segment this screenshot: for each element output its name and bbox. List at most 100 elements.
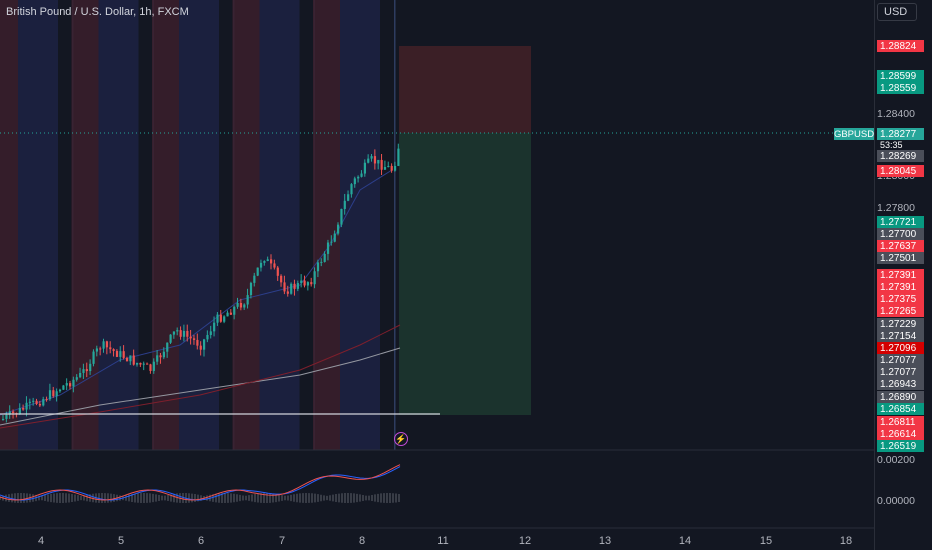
candle-body: [373, 156, 377, 164]
candle-body: [236, 302, 239, 307]
candle-body: [303, 280, 306, 286]
lightning-bolt-icon[interactable]: ⚡: [394, 432, 408, 446]
price-tag: 1.26854: [877, 403, 924, 415]
price-tag: 1.27391: [877, 269, 924, 281]
time-axis-label: 18: [839, 535, 853, 547]
candle-body: [35, 400, 38, 404]
candle-body: [62, 385, 65, 390]
candle-body: [266, 259, 269, 261]
candle-body: [340, 208, 343, 225]
candle-body: [102, 341, 105, 349]
price-tag: 1.27501: [877, 252, 924, 264]
candle-body: [52, 390, 55, 397]
time-axis-label: 7: [278, 535, 286, 547]
candle-body: [216, 314, 219, 323]
candle-body: [95, 348, 98, 352]
candle-body: [8, 411, 11, 415]
candle-body: [290, 283, 293, 294]
price-tag: 1.28277: [877, 128, 924, 140]
candle-body: [256, 267, 259, 276]
candle-body: [189, 336, 192, 339]
candle-body: [209, 331, 212, 335]
candle-body: [65, 383, 68, 386]
bar-countdown: 53:35: [880, 140, 903, 150]
candle-body: [75, 377, 78, 380]
candle-body: [99, 348, 102, 350]
price-tag: 1.26943: [877, 378, 924, 390]
symbol-price-tag: GBPUSD: [833, 128, 875, 140]
take-profit-zone[interactable]: [399, 133, 531, 415]
candle-body: [296, 283, 299, 289]
candle-body: [179, 330, 182, 337]
candle-body: [239, 302, 243, 308]
time-axis-label: 5: [117, 535, 125, 547]
session-band-red: [232, 0, 260, 450]
time-axis-label: 13: [598, 535, 612, 547]
candle-body: [286, 291, 289, 294]
price-tag: 1.27375: [877, 293, 924, 305]
candle-body: [337, 224, 340, 234]
time-axis-label: 8: [358, 535, 366, 547]
candle-body: [206, 334, 209, 340]
stop-loss-zone[interactable]: [399, 46, 531, 133]
ma-medium: [0, 324, 401, 429]
price-tag: 1.28824: [877, 40, 924, 52]
candle-body: [347, 194, 350, 201]
candle-body: [316, 262, 320, 272]
moving-averages: [0, 169, 401, 429]
macd-oscillator: [0, 464, 401, 503]
candle-body: [326, 242, 330, 254]
price-tag: 1.27077: [877, 354, 924, 366]
candle-body: [390, 165, 393, 171]
candle-body: [48, 390, 52, 400]
candle-body: [2, 418, 5, 420]
candle-body: [383, 167, 387, 170]
price-tag: 1.27721: [877, 216, 924, 228]
price-tag: 1.28045: [877, 165, 924, 177]
price-tag: 1.27637: [877, 240, 924, 252]
candle-body: [229, 312, 232, 315]
candle-body: [353, 178, 356, 185]
candle-body: [22, 407, 25, 410]
price-tag: 1.28559: [877, 82, 924, 94]
candle-body: [253, 275, 256, 283]
candle-body: [69, 383, 72, 387]
candle-body: [142, 363, 145, 365]
candle-body: [166, 342, 169, 352]
candle-body: [156, 355, 159, 362]
candle-body: [42, 399, 45, 406]
candle-body: [283, 282, 286, 292]
currency-button[interactable]: USD: [877, 3, 917, 21]
candle-body: [306, 282, 310, 286]
session-band-red: [71, 0, 99, 450]
session-background-bands: [0, 0, 396, 450]
session-band-blue: [98, 0, 139, 450]
candlestick-series[interactable]: [2, 143, 400, 423]
candle-body: [333, 233, 336, 242]
price-tag: 1.26811: [877, 416, 924, 428]
candle-body: [25, 402, 28, 410]
candle-body: [196, 339, 199, 346]
price-axis-separator: [874, 0, 875, 550]
candle-body: [387, 165, 390, 168]
price-tag: 1.27154: [877, 330, 924, 342]
time-axis-label: 14: [678, 535, 692, 547]
candle-body: [45, 399, 48, 401]
candle-body: [172, 331, 176, 335]
candle-body: [38, 403, 42, 406]
candle-body: [132, 355, 135, 365]
candle-body: [125, 357, 129, 362]
chart-title: British Pound / U.S. Dollar, 1h, FXCM: [6, 6, 189, 18]
candle-body: [129, 355, 132, 362]
candle-body: [79, 372, 82, 378]
candle-body: [136, 362, 139, 365]
candle-body: [139, 362, 142, 365]
price-tag: 1.27229: [877, 318, 924, 330]
candle-body: [72, 379, 75, 387]
candle-body: [313, 271, 316, 285]
candle-body: [146, 363, 149, 365]
candle-body: [360, 173, 363, 177]
candle-body: [105, 341, 109, 348]
candle-body: [393, 165, 397, 171]
